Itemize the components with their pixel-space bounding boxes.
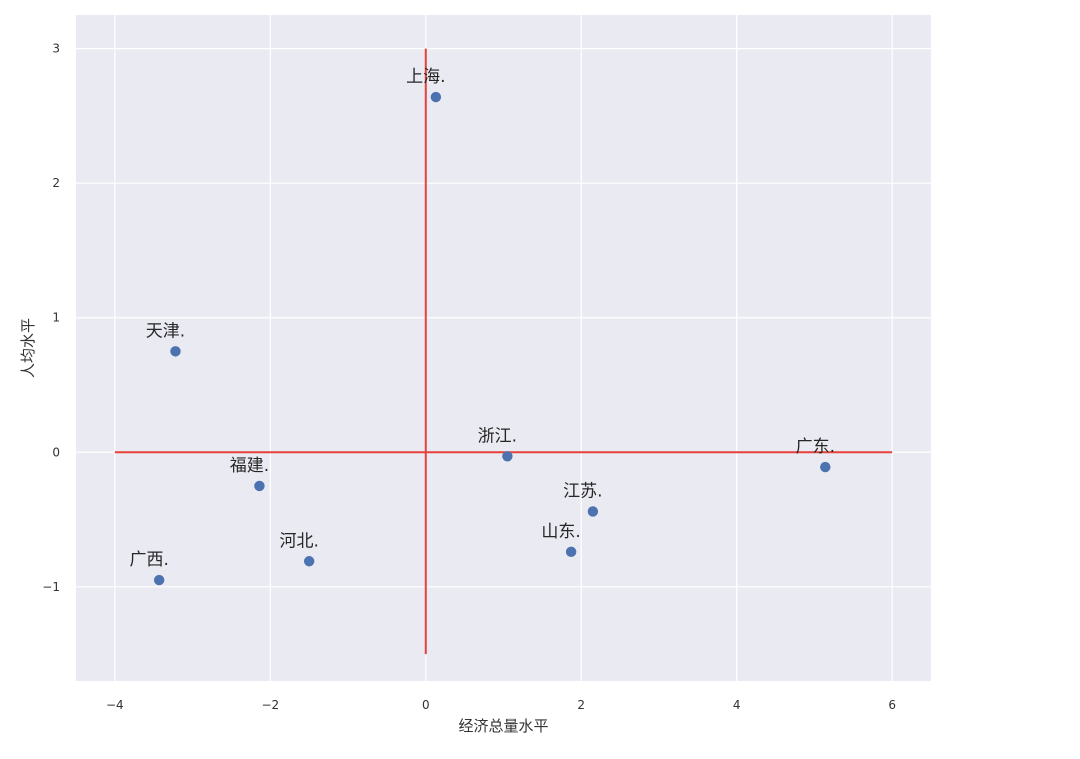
x-tick-label: −2 xyxy=(261,698,279,712)
data-point xyxy=(587,506,599,517)
point-label: 天津. xyxy=(146,321,185,341)
y-tick-label: 1 xyxy=(52,311,60,325)
x-tick-label: 2 xyxy=(577,698,585,712)
point-label: 山东. xyxy=(541,522,580,542)
x-tick-label: −4 xyxy=(106,698,124,712)
y-tick-label: −1 xyxy=(42,580,60,594)
data-points: 上海. 天津. 浙江. 广东. 福建. 江苏. 山东. 河北. 广西. xyxy=(129,67,835,586)
y-tick-label: 0 xyxy=(52,445,60,459)
x-tick-label: 6 xyxy=(888,698,896,712)
data-point xyxy=(170,346,181,357)
reference-lines xyxy=(114,48,893,655)
point-label: 广东. xyxy=(796,437,835,457)
point-label: 河北. xyxy=(279,531,318,551)
axis-ticks: −4 −2 0 2 4 6 −1 0 1 2 3 xyxy=(42,42,896,712)
x-tick-label: 4 xyxy=(733,698,741,712)
data-point xyxy=(153,574,165,586)
y-tick-label: 2 xyxy=(52,176,60,190)
y-tick-label: 3 xyxy=(52,42,60,56)
data-point xyxy=(303,556,315,567)
data-point xyxy=(502,451,513,462)
x-axis-label: 经济总量水平 xyxy=(458,717,548,735)
data-point xyxy=(254,480,265,492)
data-point xyxy=(565,546,577,558)
data-point xyxy=(430,91,442,103)
point-label: 江苏. xyxy=(563,481,602,501)
point-label: 浙江. xyxy=(478,426,517,446)
data-point xyxy=(820,461,831,473)
point-label: 上海. xyxy=(406,67,445,87)
plot-area xyxy=(76,15,931,681)
point-label: 福建. xyxy=(230,456,269,476)
point-label: 广西. xyxy=(129,550,168,570)
x-tick-label: 0 xyxy=(422,698,430,712)
y-axis-label: 人均水平 xyxy=(19,318,37,378)
